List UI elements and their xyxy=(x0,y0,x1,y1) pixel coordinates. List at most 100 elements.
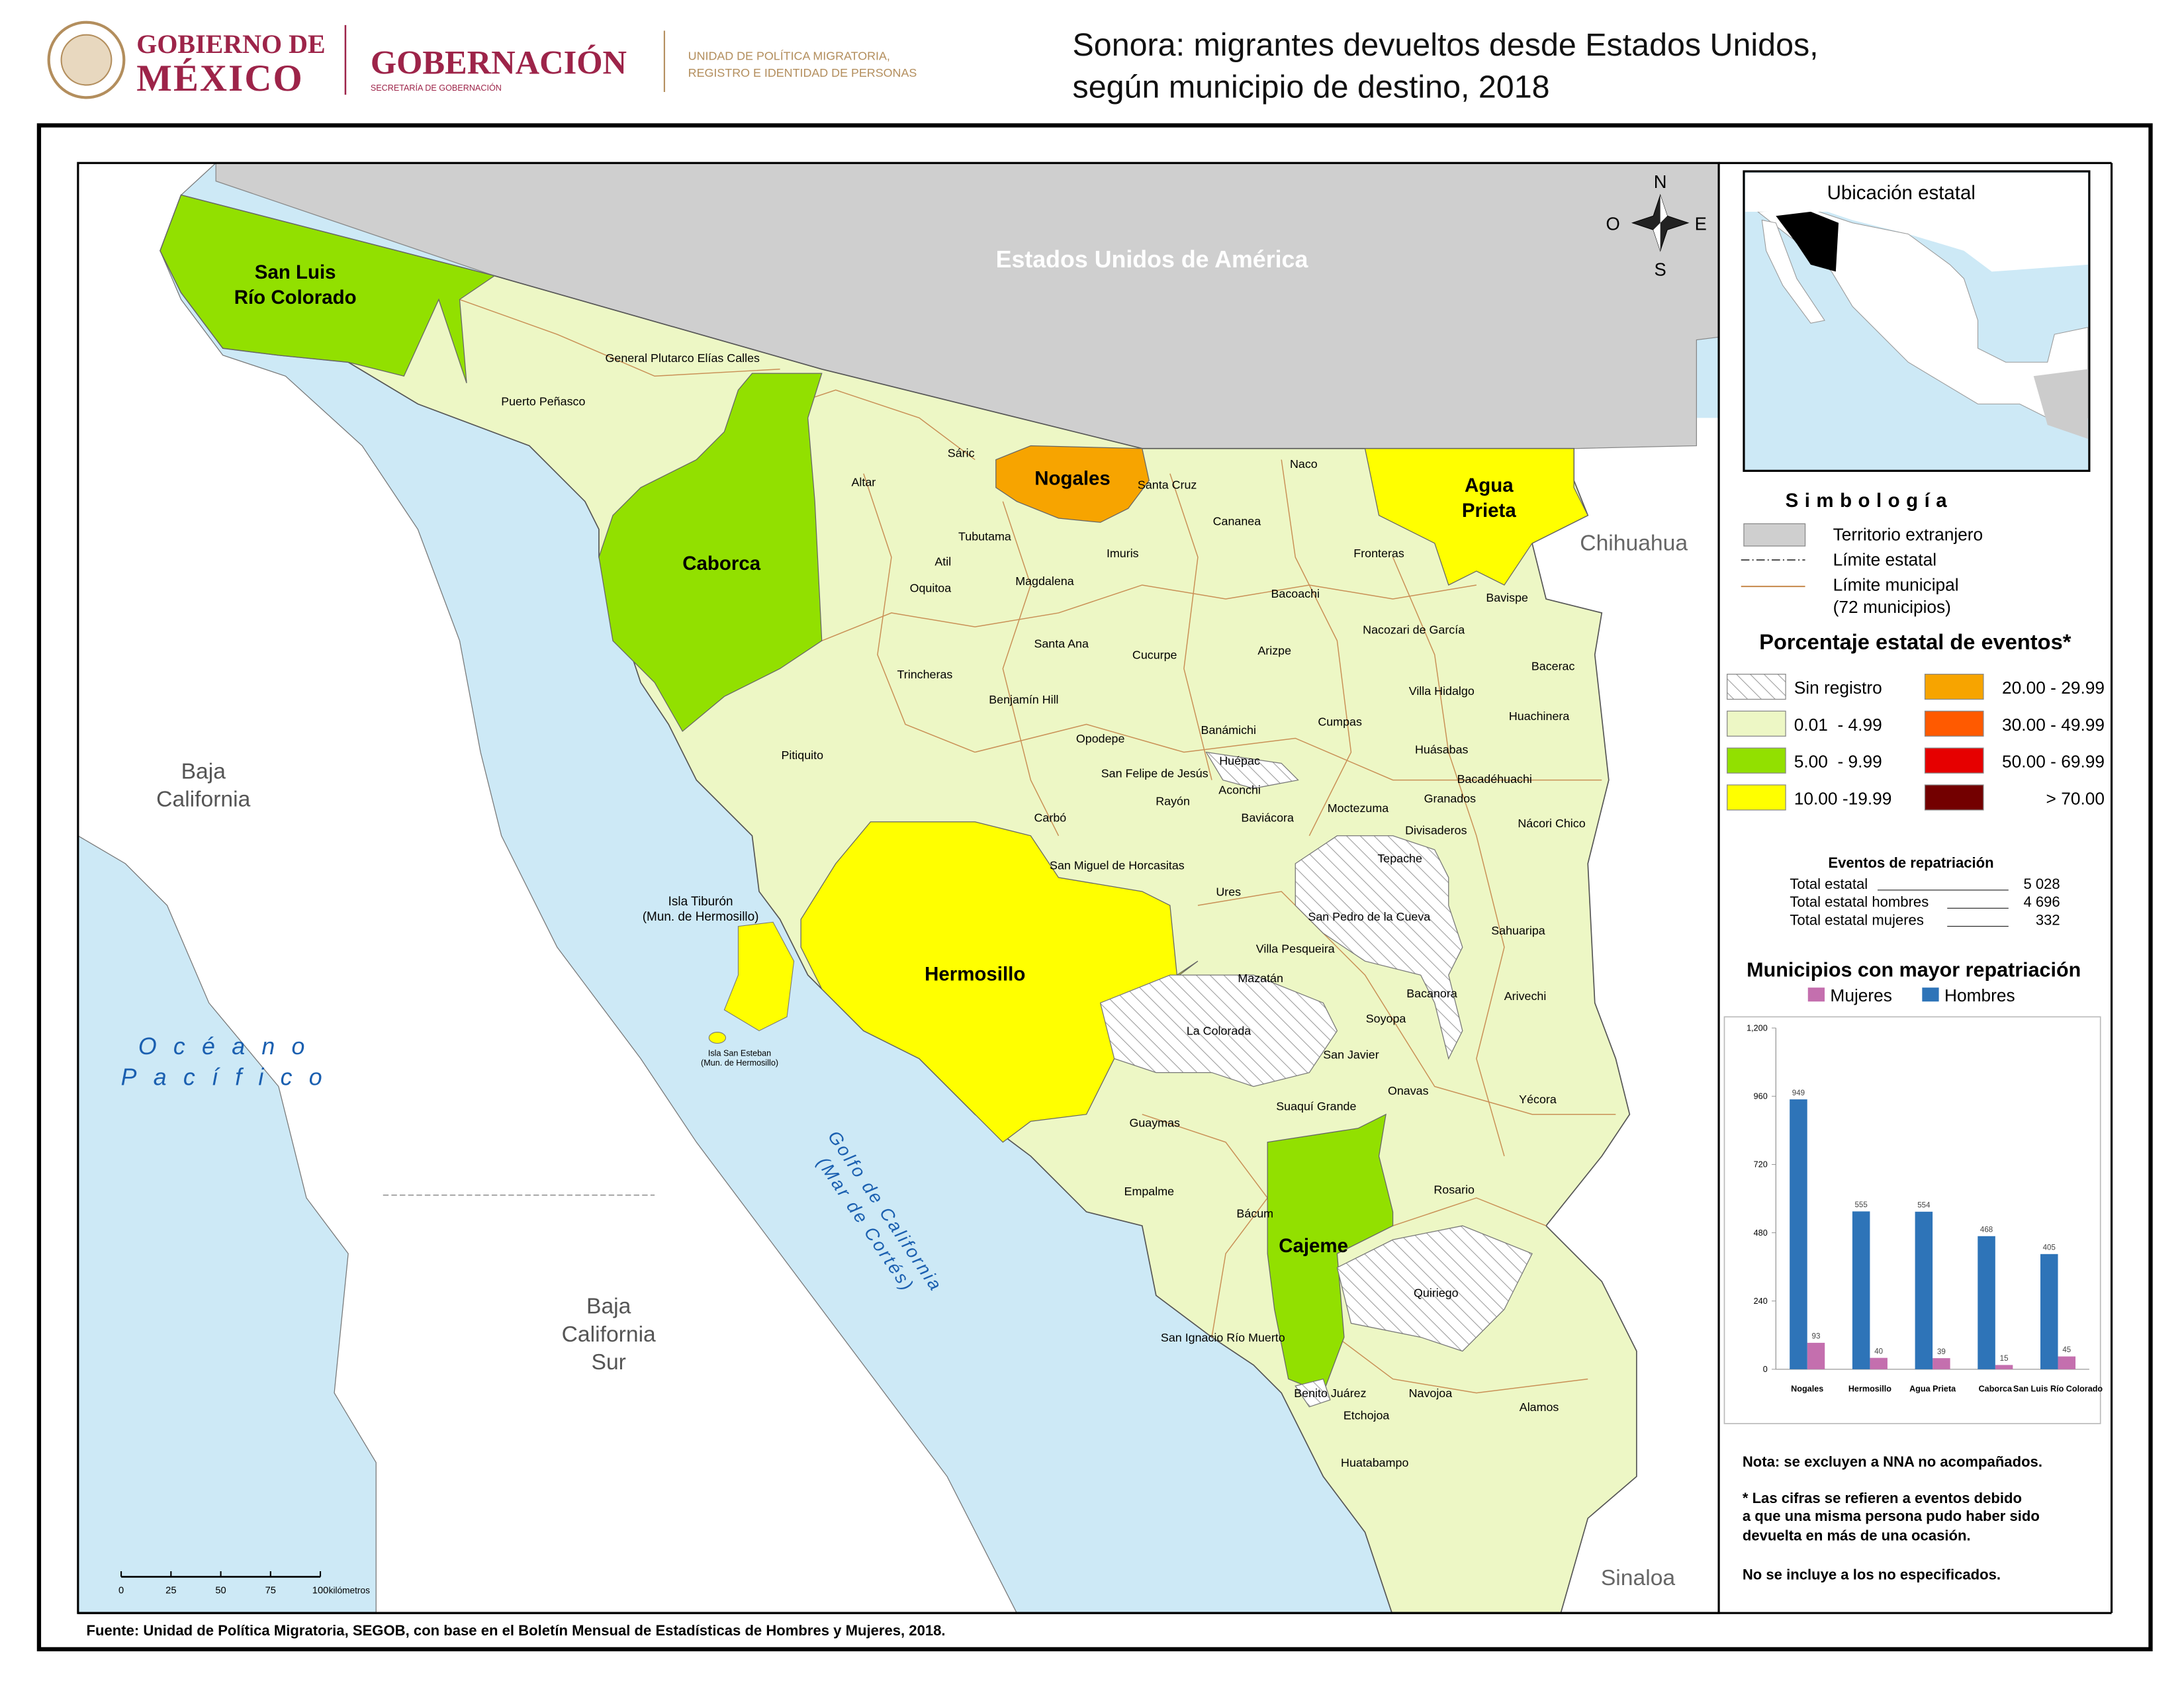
totals-value: 4 696 xyxy=(2023,893,2060,910)
municipality-no-record xyxy=(1295,835,1463,1060)
legend: Territorio extranjero Límite estatal Límit… xyxy=(1727,525,2105,1583)
legend-swatch xyxy=(1922,987,1939,1002)
class-swatch xyxy=(1924,674,1984,700)
chart-title: Municipios con mayor repatriación xyxy=(1747,958,2081,981)
value-label: 93 xyxy=(1812,1333,1821,1341)
municipality-label: San Pedro de la Cueva xyxy=(1308,910,1430,923)
island-label: Isla San Esteban xyxy=(708,1048,771,1058)
inset-title-box xyxy=(1745,173,2088,212)
municipality-label: Divisaderos xyxy=(1405,824,1467,837)
municipality-label: Ures xyxy=(1216,885,1241,898)
value-label: 39 xyxy=(1937,1348,1946,1356)
highlighted-label: Cajeme xyxy=(1279,1235,1348,1257)
x-tick-label: San Luis Río Colorado xyxy=(2013,1385,2103,1394)
municipality-label: Huépac xyxy=(1219,754,1260,767)
municipality-label: Cumpas xyxy=(1318,715,1362,729)
legend-swatch-foreign xyxy=(1743,523,1806,547)
compass-e: E xyxy=(1695,213,1707,234)
municipality-label: Bavispe xyxy=(1486,591,1528,604)
chart-frame xyxy=(1723,1016,2101,1424)
municipality-san-luis-rio-colorado xyxy=(159,194,496,384)
region-label: California xyxy=(562,1322,656,1347)
chart: Municipios con mayor repatriación Mujeres… xyxy=(1747,958,2103,1393)
municipality-label: Bácum xyxy=(1236,1207,1273,1220)
classes-title: Porcentaje estatal de eventos* xyxy=(1759,629,2071,654)
municipality-label: Benjamín Hill xyxy=(989,693,1058,706)
municipality-label: La Colorada xyxy=(1187,1025,1251,1038)
region-label: Chihuahua xyxy=(1580,531,1688,555)
bar xyxy=(1933,1358,1950,1369)
title: según municipio de destino, 2018 xyxy=(1073,69,1550,105)
value-label: 45 xyxy=(2062,1346,2071,1354)
outer-frame xyxy=(36,123,2153,1652)
inset-baja xyxy=(1761,219,1825,324)
highlighted-label: Río Colorado xyxy=(234,287,357,308)
class-label: > 70.00 xyxy=(2046,788,2105,808)
bar xyxy=(2058,1356,2076,1369)
municipality-label: Altar xyxy=(851,476,876,489)
class-swatch xyxy=(1924,710,1984,737)
ministry: GOBERNACIÓN xyxy=(371,44,627,81)
region-label: Baja xyxy=(586,1295,631,1319)
class-swatch xyxy=(1727,747,1786,774)
scale-tick-label: 50 xyxy=(215,1586,226,1596)
municipality-label: Trincheras xyxy=(897,668,953,681)
scale-tick-label: 0 xyxy=(118,1586,124,1596)
municipality-la-colorada xyxy=(1099,974,1338,1087)
value-label: 405 xyxy=(2043,1244,2056,1252)
municipality-label: Magdalena xyxy=(1015,574,1074,588)
municipality-label: San Miguel de Horcasitas xyxy=(1050,858,1185,872)
class-label: 50.00 - 69.99 xyxy=(2002,752,2105,772)
value-label: 468 xyxy=(1980,1226,1993,1234)
bar xyxy=(2040,1254,2058,1369)
highlighted-label: San Luis xyxy=(255,261,336,283)
scale-tick-label: 75 xyxy=(265,1586,276,1596)
scale-tick-label: 25 xyxy=(165,1586,176,1596)
municipality-label: Mazatán xyxy=(1238,972,1283,985)
municipality-label: Imuris xyxy=(1107,547,1139,560)
class-label: Sin registro xyxy=(1794,678,1882,698)
title: Sonora: migrantes devueltos desde Estado… xyxy=(1073,27,1819,63)
municipality-label: Soyopa xyxy=(1366,1012,1406,1025)
class-swatch xyxy=(1727,784,1786,811)
municipality-label: Nácori Chico xyxy=(1518,817,1585,830)
municipality-label: San Felipe de Jesús xyxy=(1101,766,1208,780)
municipality-label: Huachinera xyxy=(1509,709,1569,723)
bar xyxy=(1790,1099,1807,1369)
municipality-label: Quiriego xyxy=(1414,1286,1459,1299)
x-tick-label: Caborca xyxy=(1979,1385,2013,1394)
ocean-label: Pacífico xyxy=(121,1064,339,1091)
inset: Ubicación estatal xyxy=(1743,170,2091,472)
emblem xyxy=(47,21,126,99)
highlighted-label: Hermosillo xyxy=(925,964,1025,985)
legend-item: Límite municipal xyxy=(1833,574,1959,594)
class-swatch xyxy=(1727,710,1786,737)
legend-item: Territorio extranjero xyxy=(1833,525,1983,545)
municipality-label: Santa Ana xyxy=(1034,637,1089,651)
totals-label: Total estatal mujeres xyxy=(1790,911,1923,928)
municipality-label: Atil xyxy=(934,555,951,569)
totals-value: 332 xyxy=(2036,911,2060,928)
ocean-label: Océano xyxy=(138,1033,322,1060)
x-tick-label: Hermosillo xyxy=(1848,1385,1891,1394)
compass-s: S xyxy=(1655,259,1666,280)
map xyxy=(77,163,1719,1614)
compass-star xyxy=(1660,195,1668,223)
value-label: 554 xyxy=(1917,1201,1931,1209)
y-tick-label: 1,200 xyxy=(1747,1023,1768,1032)
bar xyxy=(1915,1211,1933,1369)
class-label: 5.00 - 9.99 xyxy=(1794,752,1882,772)
municipality-label: Navojoa xyxy=(1409,1387,1453,1400)
municipality-label: Tubutama xyxy=(958,530,1011,543)
municipality-label: Granados xyxy=(1424,792,1477,805)
class-label: 10.00 -19.99 xyxy=(1794,788,1892,808)
bar xyxy=(1870,1357,1888,1369)
inset-sonora xyxy=(1776,211,1839,272)
municipality-label: Huatabampo xyxy=(1341,1456,1408,1469)
municipality-label: Fronteras xyxy=(1353,547,1404,560)
island-label: (Mun. de Hermosillo) xyxy=(701,1058,778,1068)
legend-item: Límite estatal xyxy=(1833,550,1936,570)
municipality-label: Bacerac xyxy=(1531,659,1575,672)
gov-line1: GOBIERNO DE xyxy=(136,29,325,59)
